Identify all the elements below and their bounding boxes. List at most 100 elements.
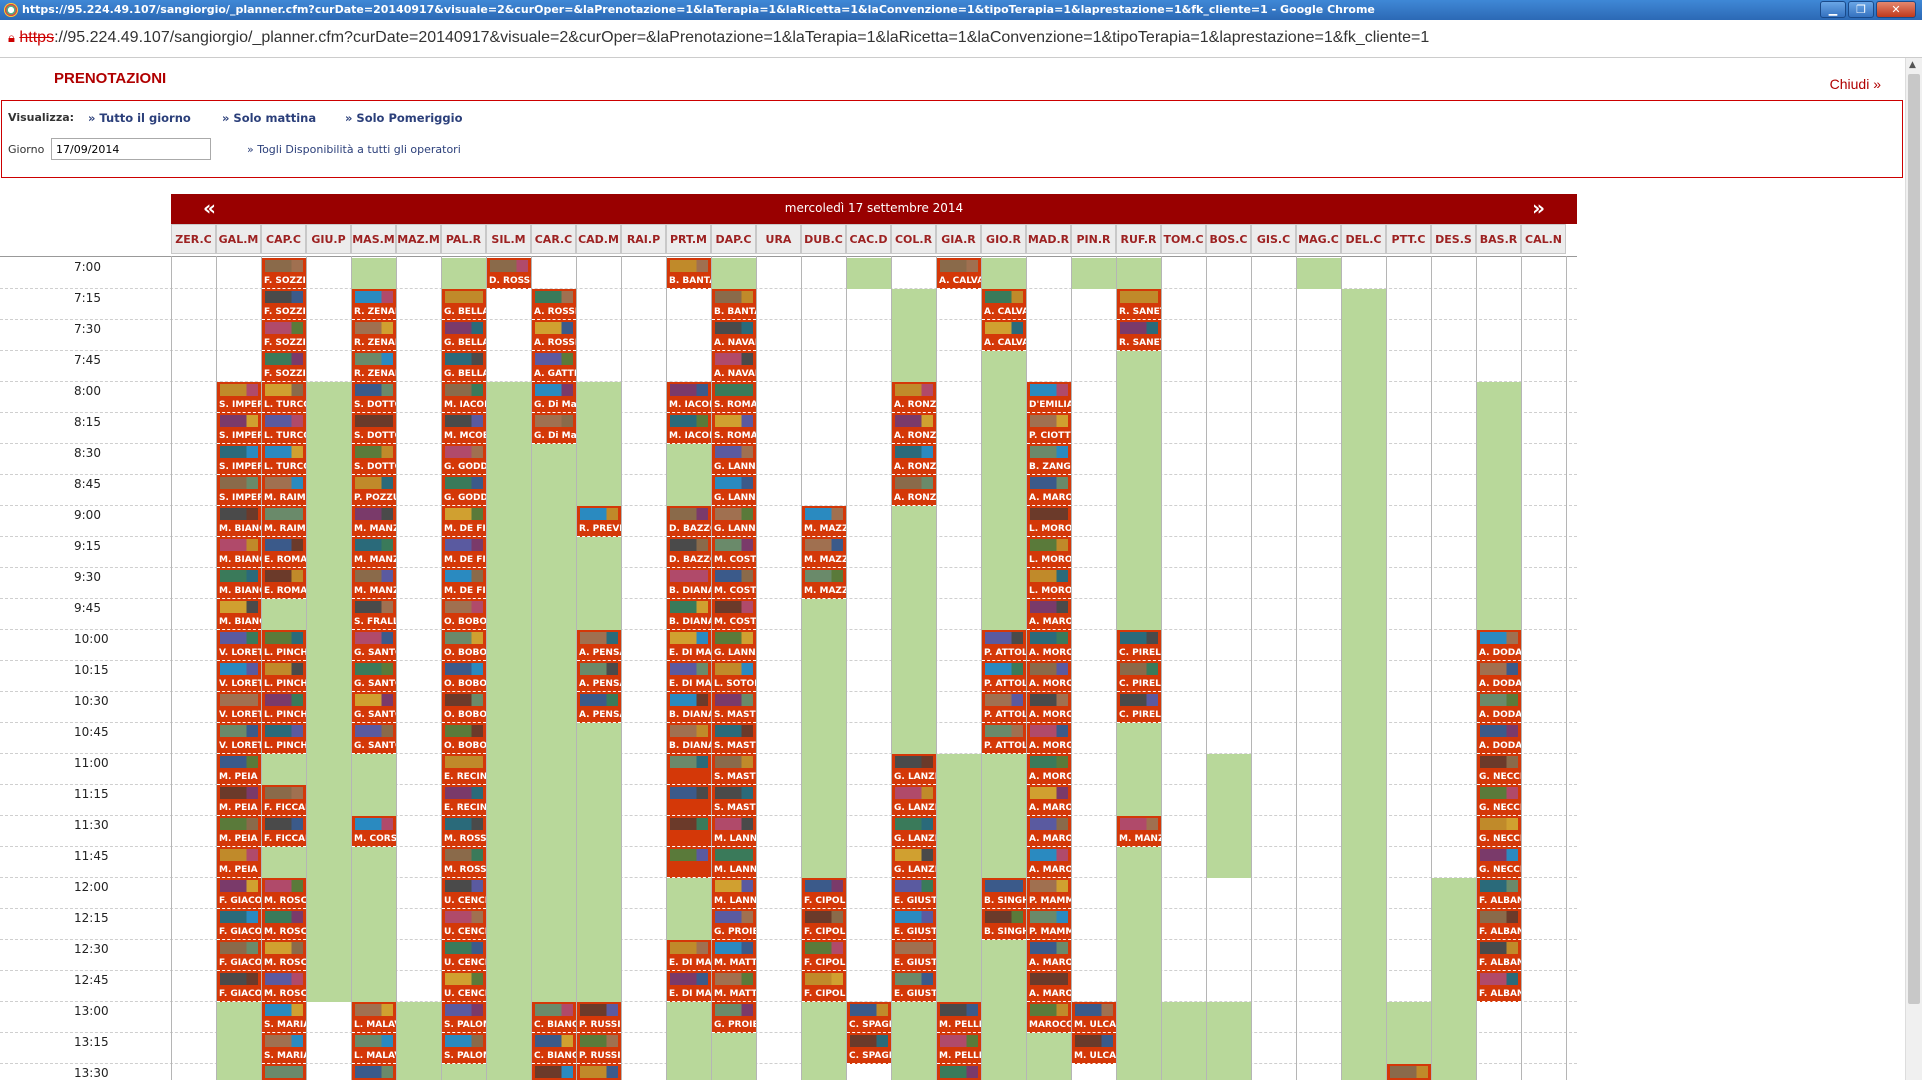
operator-header-gal-m[interactable]: GAL.M — [216, 224, 261, 254]
availability-slot[interactable] — [1207, 1002, 1251, 1080]
operator-header-pal-r[interactable]: PAL.R — [441, 224, 486, 254]
operator-header-gia-r[interactable]: GIA.R — [936, 224, 981, 254]
appointment-block[interactable]: A. MORO — [1027, 692, 1071, 723]
operator-header-giu-p[interactable]: GIU.P — [306, 224, 351, 254]
appointment-block[interactable]: C. PIRELLI — [1117, 692, 1161, 723]
appointment-block[interactable]: V. LORETI — [217, 630, 261, 661]
appointment-block[interactable]: G. NECCIA — [1477, 816, 1521, 847]
appointment-block[interactable]: M. DE FILIPPIS — [442, 506, 486, 537]
appointment-block[interactable]: A. DODA — [1477, 723, 1521, 754]
appointment-block[interactable]: A. PENSAVAI — [577, 692, 621, 723]
appointment-block[interactable]: F. CIPOLLON — [802, 878, 846, 909]
operator-column[interactable] — [1521, 256, 1566, 1080]
vertical-scrollbar[interactable]: ▲ — [1905, 58, 1922, 1080]
appointment-block[interactable]: L. MALAVASI — [352, 1033, 396, 1064]
appointment-block[interactable]: L. SOTORIN — [712, 661, 756, 692]
appointment-block[interactable]: S. ROMANI — [712, 382, 756, 413]
appointment-block[interactable]: M. ROSCIOLI — [262, 878, 306, 909]
operator-column[interactable]: A. ROSSI A. ROSSI A. GATTI G. Di Maggio G. D… — [531, 256, 576, 1080]
appointment-block[interactable]: A. GATTI — [532, 351, 576, 382]
availability-slot[interactable] — [1297, 258, 1341, 289]
operator-column[interactable]: G. BELLATO G. BELLATO G. BELLATO M. IACOBEL… — [441, 256, 486, 1080]
operator-header-ruf-r[interactable]: RUF.R — [1116, 224, 1161, 254]
appointment-block[interactable]: B. DIANA — [667, 723, 711, 754]
appointment-block[interactable]: M. MCOBELL — [442, 413, 486, 444]
appointment-block[interactable]: V. LORETI — [217, 661, 261, 692]
operator-column[interactable]: R. SANETTI R. SANETTI C. PIRELLI C. PIRELLI… — [1116, 256, 1161, 1080]
appointment-block[interactable]: S. PALOMBO — [442, 1033, 486, 1064]
appointment-block[interactable]: G. BELLATO — [442, 351, 486, 382]
availability-slot[interactable] — [847, 258, 891, 289]
appointment-block[interactable]: A. CALVANO — [982, 320, 1026, 351]
operator-header-rai-p[interactable]: RAI.P — [621, 224, 666, 254]
availability-slot[interactable] — [1162, 1002, 1206, 1080]
appointment-block[interactable]: P. ATTOLINI — [982, 630, 1026, 661]
appointment-block[interactable]: F. SOZZI — [262, 289, 306, 320]
appointment-block[interactable]: M. COSTA — [712, 599, 756, 630]
operator-header-mas-m[interactable]: MAS.M — [351, 224, 396, 254]
appointment-block[interactable]: O. BOBOCEA — [442, 692, 486, 723]
appointment-block[interactable]: E. GIUSTI — [892, 909, 936, 940]
appointment-block[interactable]: O. BOBOCEA — [442, 723, 486, 754]
appointment-block[interactable]: G. LANNA — [712, 506, 756, 537]
appointment-block[interactable] — [667, 816, 711, 847]
operator-column[interactable]: D. ROSSI — [486, 256, 531, 1080]
appointment-block[interactable]: M. PELLEGRI — [937, 1033, 981, 1064]
appointment-block[interactable]: F. SOZZI — [262, 351, 306, 382]
operator-column[interactable]: R. PREVITAL A. PENSAVAI A. PENSAVAI A. PENS… — [576, 256, 621, 1080]
operator-column[interactable] — [1341, 256, 1386, 1080]
operator-header-gio-r[interactable]: GIO.R — [981, 224, 1026, 254]
appointment-block[interactable]: S. PALOMBO — [442, 1002, 486, 1033]
appointment-block[interactable]: C. BIANCHI — [532, 1002, 576, 1033]
appointment-block[interactable]: D. ROSSI — [487, 258, 531, 289]
appointment-block[interactable]: E. GIUSTI — [892, 878, 936, 909]
appointment-block[interactable]: G. BELLATO — [442, 289, 486, 320]
appointment-block[interactable]: L. MORONI — [1027, 506, 1071, 537]
appointment-block[interactable]: M. MANZO — [352, 568, 396, 599]
appointment-block[interactable]: E. DI MARCO — [667, 661, 711, 692]
appointment-block[interactable]: G. GODDI — [442, 475, 486, 506]
appointment-block[interactable]: A. PENSAVAI — [577, 630, 621, 661]
appointment-block[interactable]: M. RAIMOND — [262, 506, 306, 537]
appointment-block[interactable]: M. ULCA — [1072, 1002, 1116, 1033]
operator-column[interactable] — [621, 256, 666, 1080]
operator-column[interactable]: S. IMPEROLI S. IMPEROLI S. IMPEROLI S. IMPE… — [216, 256, 261, 1080]
appointment-block[interactable]: P. RUSSI — [577, 1033, 621, 1064]
appointment-block[interactable]: S. DOTTORINI — [352, 444, 396, 475]
operator-header-cad-m[interactable]: CAD.M — [576, 224, 621, 254]
appointment-block[interactable]: A. RONZONI — [892, 413, 936, 444]
appointment-block[interactable]: D'EMILIA — [1027, 382, 1071, 413]
operator-header-ura[interactable]: URA — [756, 224, 801, 254]
appointment-block[interactable]: A. MAROCCH — [1027, 816, 1071, 847]
operator-header-prt-m[interactable]: PRT.M — [666, 224, 711, 254]
appointment-block[interactable]: S. IMPEROLI — [217, 444, 261, 475]
appointment-block[interactable]: M. IACOBELL — [667, 382, 711, 413]
appointment-block[interactable]: M. MANZO — [352, 506, 396, 537]
appointment-block[interactable]: M. LANNI — [712, 816, 756, 847]
appointment-block[interactable]: S. MASTRON — [712, 723, 756, 754]
appointment-block[interactable]: MAROCCH — [1027, 1002, 1071, 1033]
appointment-block[interactable]: G. LANNA — [712, 630, 756, 661]
appointment-block[interactable]: P. ATTOLINI — [982, 661, 1026, 692]
appointment-block[interactable]: D. BAZZOFFI — [667, 506, 711, 537]
appointment-block[interactable]: S. IMPEROLI — [217, 475, 261, 506]
appointment-block[interactable]: A. DODA — [1477, 692, 1521, 723]
appointment-block[interactable]: G. PROIETTI — [712, 909, 756, 940]
operator-header-maz-m[interactable]: MAZ.M — [396, 224, 441, 254]
appointment-block[interactable]: F. GIACOMI — [217, 940, 261, 971]
appointment-block[interactable]: O. BOBOCEA — [442, 599, 486, 630]
operator-column[interactable]: A. CALVANO A. CALVANO P. ATTOLINI P. ATTOLI… — [981, 256, 1026, 1080]
address-bar[interactable]: 🔒︎ https://95.224.49.107/sangiorgio/_pla… — [0, 20, 1922, 58]
operator-header-bas-r[interactable]: BAS.R — [1476, 224, 1521, 254]
appointment-block[interactable]: M. PEIA — [217, 847, 261, 878]
appointment-block[interactable]: M. IACOBELL — [667, 413, 711, 444]
appointment-block[interactable]: R. PREVITAL — [577, 506, 621, 537]
availability-slot[interactable] — [1072, 258, 1116, 289]
appointment-block[interactable]: R. ZENARI — [352, 320, 396, 351]
appointment-block[interactable]: M. BIANCONI — [217, 599, 261, 630]
appointment-block[interactable]: O. BOBOCEA — [442, 661, 486, 692]
appointment-block[interactable]: E. GIUSTI — [892, 971, 936, 1002]
operator-column[interactable] — [396, 256, 441, 1080]
appointment-block[interactable]: A. MORO — [1027, 723, 1071, 754]
appointment-block[interactable]: A. RONZONI — [892, 382, 936, 413]
